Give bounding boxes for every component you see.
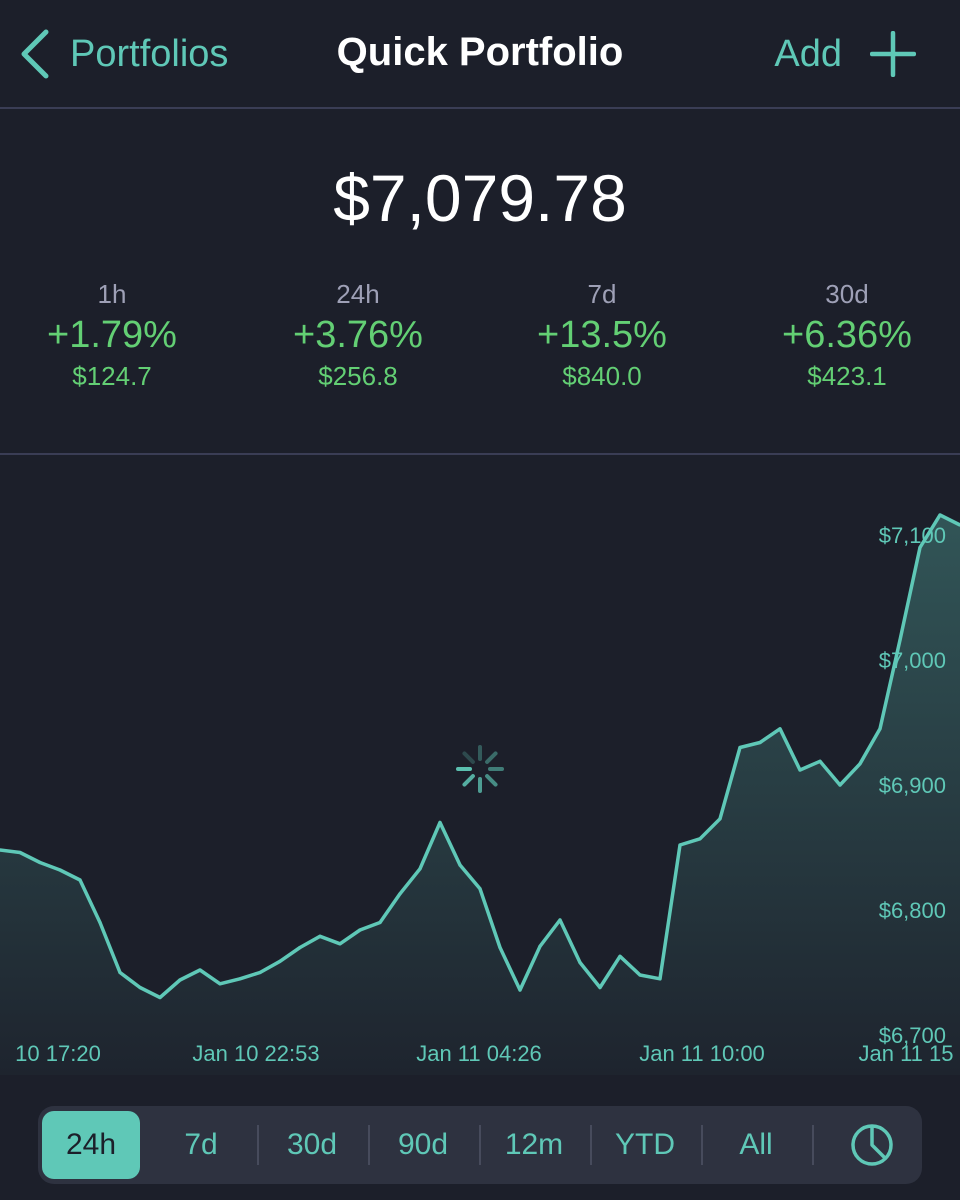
chart-data-point [378, 920, 382, 925]
plus-icon [870, 31, 916, 77]
range-divider [812, 1125, 814, 1165]
chart-data-point [458, 863, 462, 867]
chart-data-point [118, 970, 122, 975]
range-divider [257, 1125, 259, 1165]
stat-period-label: 1h [97, 279, 127, 309]
time-range-selector: 24h 7d 30d 90d 12m YTD All [38, 1106, 922, 1184]
chart-data-point [138, 985, 142, 990]
chart-data-point [678, 843, 682, 847]
range-divider [479, 1125, 481, 1165]
range-ytd-button[interactable]: YTD [615, 1128, 675, 1161]
chart-data-point [658, 977, 662, 981]
range-divider [368, 1125, 370, 1165]
chart-data-point [158, 995, 162, 1000]
chart-data-point [438, 820, 442, 825]
pie-chart-icon [851, 1124, 893, 1166]
range-12m-button[interactable]: 12m [504, 1128, 564, 1161]
chart-data-point [518, 988, 522, 992]
stat-percent-change: +13.5% [537, 314, 667, 356]
chart-data-point [278, 959, 282, 963]
header-divider [0, 107, 960, 109]
chart-data-point [18, 850, 22, 855]
chart-data-point [778, 727, 782, 731]
range-90d-button[interactable]: 90d [397, 1128, 449, 1161]
chart-data-point [98, 920, 102, 925]
chart-data-point [38, 860, 42, 865]
chart-data-point [78, 878, 82, 882]
chart-data-point [878, 727, 882, 731]
chart-data-point [198, 968, 202, 972]
chart-data-point [298, 945, 302, 950]
chart-data-point [498, 945, 502, 950]
stat-percent-change: +3.76% [293, 314, 423, 356]
chart-area [0, 515, 960, 1075]
chart-data-point [718, 817, 722, 821]
stats-divider [0, 453, 960, 455]
chart-data-point [638, 973, 642, 977]
chart-data-point [758, 740, 762, 745]
range-divider [701, 1125, 703, 1165]
chart-data-point [798, 768, 802, 772]
stat-30d: 30d +6.36% $423.1 [727, 278, 960, 394]
chart-data-point [398, 892, 402, 896]
chart-data-point [918, 545, 922, 550]
chart-data-point [858, 762, 862, 766]
chart-data-point [218, 982, 222, 986]
back-button[interactable]: Portfolios [18, 22, 228, 86]
page-title: Quick Portfolio [336, 30, 624, 74]
chart-data-point [418, 867, 422, 871]
chart-data-point [538, 944, 542, 948]
add-label: Add [774, 32, 842, 75]
loading-spinner-icon [456, 745, 504, 793]
chart-data-point [558, 918, 562, 922]
stat-7d: 7d +13.5% $840.0 [482, 278, 722, 394]
chart-data-point [838, 783, 842, 787]
chart-data-point [178, 978, 182, 982]
range-divider [590, 1125, 592, 1165]
range-all-button[interactable]: All [739, 1128, 773, 1161]
range-24h-button[interactable]: 24h [42, 1111, 140, 1179]
stat-value-change: $840.0 [562, 361, 642, 391]
stat-value-change: $423.1 [807, 361, 887, 391]
period-stats: 1h +1.79% $124.7 24h +3.76% $256.8 7d +1… [0, 278, 960, 408]
portfolio-chart[interactable]: $6,700$6,800$6,900$7,000$7,100 10 17:20J… [0, 455, 960, 1075]
chart-data-point [578, 960, 582, 965]
chart-data-point [258, 970, 262, 975]
chart-data-point [698, 837, 702, 841]
stat-percent-change: +6.36% [782, 314, 912, 356]
navigation-bar: Portfolios Quick Portfolio Add [0, 0, 960, 108]
chart-data-point [618, 954, 622, 958]
chart-data-point [238, 977, 242, 981]
stat-value-change: $124.7 [72, 361, 152, 391]
chart-canvas: $6,700$6,800$6,900$7,000$7,100 10 17:20J… [0, 513, 960, 1075]
add-button[interactable]: Add [774, 22, 916, 86]
range-7d-button[interactable]: 7d [184, 1128, 218, 1161]
stat-value-change: $256.8 [318, 361, 398, 391]
chart-data-point [318, 934, 322, 938]
stat-period-label: 7d [587, 279, 617, 309]
stat-period-label: 24h [336, 279, 380, 309]
chevron-left-icon [21, 29, 49, 79]
chart-data-point [938, 513, 942, 517]
portfolio-total-value: $7,079.78 [333, 161, 627, 235]
stat-1h: 1h +1.79% $124.7 [0, 278, 232, 394]
chart-data-point [598, 985, 602, 990]
chart-data-point [478, 887, 482, 891]
back-label: Portfolios [70, 32, 229, 75]
range-30d-button[interactable]: 30d [286, 1128, 338, 1161]
chart-data-point [58, 868, 62, 872]
chart-data-point [898, 638, 902, 642]
stat-percent-change: +1.79% [47, 314, 177, 356]
stat-24h: 24h +3.76% $256.8 [238, 278, 478, 394]
chart-data-point [818, 759, 822, 763]
chart-data-point [738, 745, 742, 750]
allocation-button[interactable] [822, 1111, 922, 1179]
chart-data-point [338, 942, 342, 946]
chart-data-point [358, 928, 362, 932]
stat-period-label: 30d [825, 279, 869, 309]
chart-data-point [0, 848, 2, 852]
